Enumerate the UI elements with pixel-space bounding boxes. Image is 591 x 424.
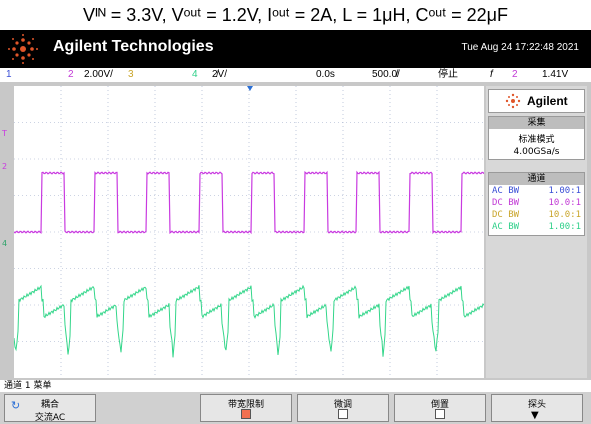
trigger-edge-icon: f	[490, 69, 493, 80]
channel-row: DC BW 10.0:1	[492, 198, 581, 208]
trigger-level: 1.41V	[542, 69, 569, 80]
channel-row: AC BW 1.00:1	[492, 186, 581, 196]
ch4-waveform	[14, 284, 484, 358]
ch2-indicator[interactable]: 2	[68, 69, 74, 80]
ch1-indicator[interactable]: 1	[6, 69, 12, 80]
agilent-badge-label: Agilent	[527, 94, 568, 108]
brand-name: Agilent Technologies	[53, 38, 214, 55]
probe-softkey[interactable]: 探头 ▼	[491, 394, 583, 422]
invert-checkbox[interactable]	[435, 409, 445, 419]
down-arrow-icon: ▼	[531, 410, 539, 421]
ch4-ground-marker[interactable]: 4	[2, 239, 8, 248]
waveform-grid	[14, 86, 484, 378]
ch3-indicator[interactable]: 3	[128, 69, 134, 80]
agilent-spark-icon	[8, 34, 38, 64]
figure-caption: Vᴵᴺ = 3.3V, Vᵒᵘᵗ = 1.2V, Iᵒᵘᵗ = 2A, L = …	[82, 5, 509, 25]
run-state[interactable]: 停止	[438, 69, 458, 80]
time-scale: 500.0̸/	[372, 69, 400, 80]
channel-row: AC BW 1.00:1	[492, 222, 581, 232]
acquisition-rate: 4.00GSa/s	[513, 147, 560, 157]
acquisition-mode: 标准模式	[518, 135, 555, 145]
ch2-waveform	[14, 170, 484, 235]
bw-limit-softkey[interactable]: 带宽限制	[200, 394, 292, 422]
invert-softkey[interactable]: 倒置	[394, 394, 486, 422]
brand-bar: Agilent Technologies Tue Aug 24 17:22:48…	[0, 30, 591, 68]
ch4-scale: 2̸V/	[212, 69, 228, 80]
fine-softkey[interactable]: 微调	[297, 394, 389, 422]
coupling-softkey[interactable]: ↻ 耦合 交流AC	[4, 394, 96, 423]
channel-row: DC BW 10.0:1	[492, 210, 581, 220]
trigger-position-marker	[247, 86, 253, 91]
softkey-bar: ↻ 耦合 交流AC 带宽限制 微调 倒置 探头 ▼	[0, 392, 591, 424]
trigger-channel: 2	[512, 69, 518, 80]
channels-card[interactable]: 通道 AC BW 1.00:1 DC BW 10.0:1 DC BW 10.0:1 A…	[488, 172, 585, 236]
status-bar: 1 2 2.00V/ 3 4 2̸V/ 0.0s 500.0̸/ 停止 f 2 …	[0, 68, 591, 82]
bw-limit-checkbox[interactable]	[241, 409, 251, 419]
menu-title: 通道 1 菜单	[0, 380, 591, 392]
datetime: Tue Aug 24 17:22:48 2021	[461, 42, 579, 53]
ch4-indicator[interactable]: 4	[192, 69, 198, 80]
acquisition-card[interactable]: 采集 标准模式 4.00GSa/s	[488, 116, 585, 160]
oscilloscope-screen: Agilent Technologies Tue Aug 24 17:22:48…	[0, 30, 591, 424]
time-offset: 0.0s	[316, 69, 335, 80]
agilent-badge: Agilent	[488, 89, 585, 113]
side-panel: Agilent 采集 标准模式 4.00GSa/s 通道 AC BW 1.00:1…	[486, 86, 587, 378]
channels-header: 通道	[489, 173, 584, 185]
acquisition-header: 采集	[489, 117, 584, 129]
rotate-knob-icon: ↻	[11, 399, 21, 412]
trigger-level-marker[interactable]: T	[2, 129, 7, 138]
ch2-ground-marker[interactable]: 2	[2, 162, 8, 171]
agilent-badge-icon	[505, 93, 521, 109]
fine-checkbox[interactable]	[338, 409, 348, 419]
ch2-scale: 2.00V/	[84, 69, 113, 80]
